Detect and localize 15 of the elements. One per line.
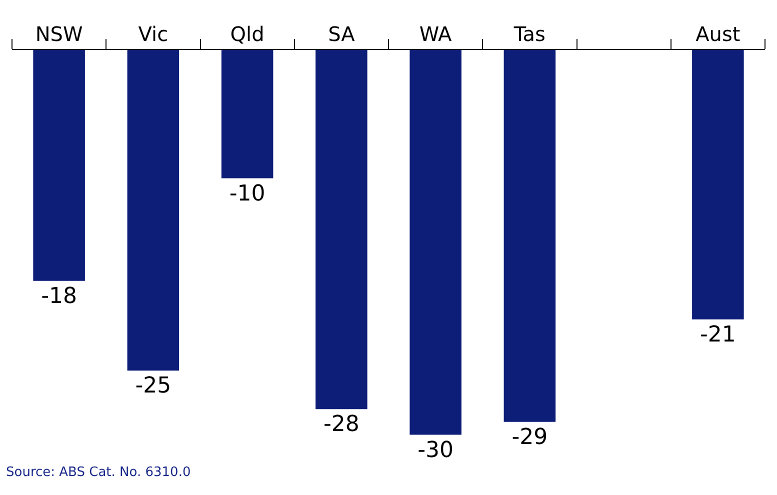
- data-label: -30: [418, 438, 454, 463]
- x-tick-label: Vic: [138, 22, 168, 46]
- x-tick-label: Qld: [230, 22, 264, 46]
- data-label: -10: [229, 181, 266, 206]
- x-tick-label: WA: [419, 22, 452, 46]
- data-label: -21: [700, 322, 736, 348]
- data-label: -18: [41, 284, 78, 309]
- source-note: Source: ABS Cat. No. 6310.0: [6, 465, 191, 480]
- data-label: -25: [135, 374, 172, 399]
- data-label: -29: [512, 424, 548, 450]
- x-tick-label: Aust: [696, 22, 740, 46]
- x-tick-label: Tas: [512, 22, 546, 46]
- data-label: -28: [323, 412, 360, 438]
- x-tick-label: SA: [328, 22, 356, 46]
- x-tick-label: NSW: [35, 22, 83, 46]
